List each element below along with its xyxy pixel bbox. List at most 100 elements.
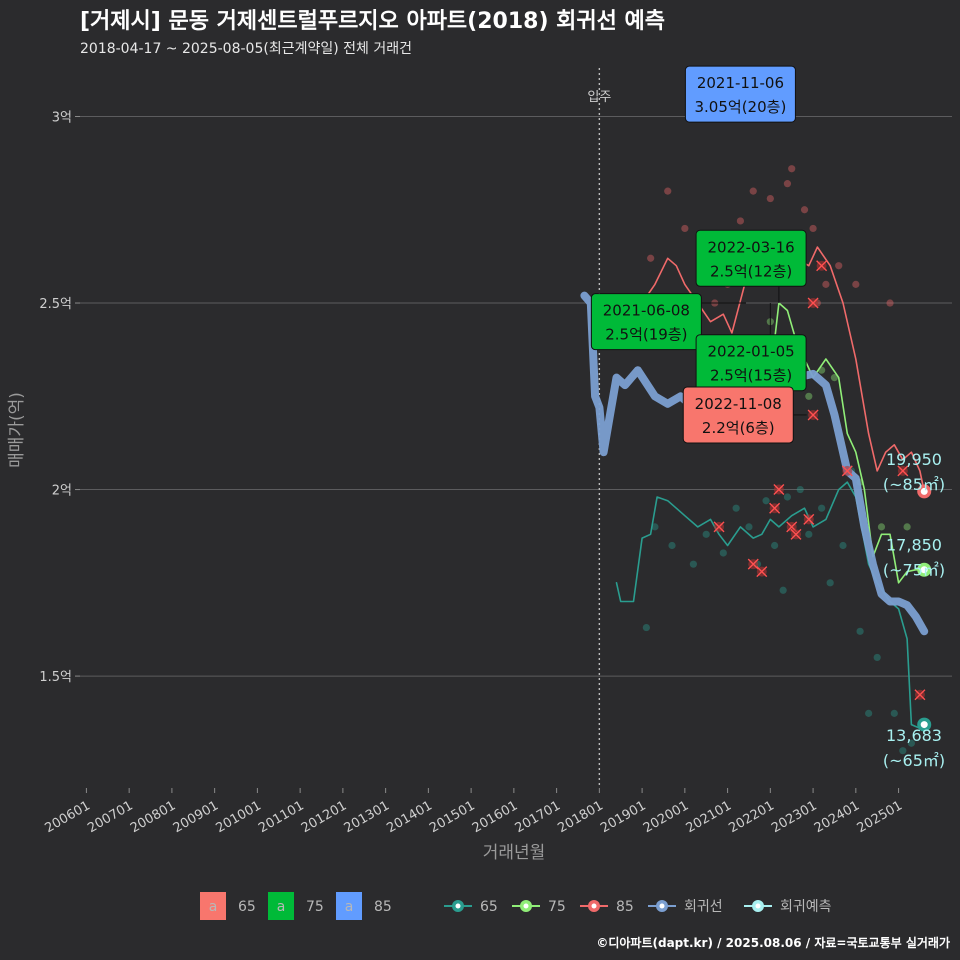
scatter-point xyxy=(877,523,886,531)
chart-subtitle: 2018-04-17 ~ 2025-08-05(최근계약일) 전체 거래건 xyxy=(80,41,412,57)
scatter-point xyxy=(865,709,873,717)
y-tick-label: 2.5억 xyxy=(39,297,72,312)
cancelled-cross xyxy=(807,297,819,309)
scatter-point xyxy=(736,217,745,225)
x-tick-label: 201101 xyxy=(256,798,306,836)
scatter-point xyxy=(702,530,710,538)
x-tick-label: 202301 xyxy=(769,798,819,836)
scatter-point xyxy=(805,530,813,538)
chart-title: [거제시] 문동 거제센트럴푸르지오 아파트(2018) 회귀선 예측 xyxy=(80,9,665,34)
scatter-point xyxy=(826,579,834,587)
scatter-point xyxy=(788,165,796,173)
x-axis: 2006012007012008012009012010012011012012… xyxy=(42,788,905,836)
end-point-dot xyxy=(920,721,928,729)
scatter-point xyxy=(796,485,804,494)
cancelled-cross xyxy=(914,689,926,701)
callout-value: 2.5억(15층) xyxy=(710,367,792,385)
cancelled-cross xyxy=(713,521,725,533)
end-point-value: 13,683 xyxy=(886,726,942,745)
x-tick-label: 200601 xyxy=(42,798,92,836)
scatter-point xyxy=(681,224,689,233)
cancelled-cross xyxy=(773,484,785,496)
cancelled-cross xyxy=(816,260,828,272)
scatter-point xyxy=(642,623,650,632)
callout-box xyxy=(695,229,807,287)
end-point-area: (~85㎡) xyxy=(883,475,945,494)
end-point-area: (~65㎡) xyxy=(883,751,945,770)
scatter-point xyxy=(689,560,697,568)
legend-box-swatch xyxy=(268,892,294,920)
scatter-point xyxy=(783,493,792,501)
cancelled-cross xyxy=(756,566,768,578)
cancelled-cross xyxy=(807,409,819,421)
scatter-point xyxy=(647,254,655,262)
scatter-point xyxy=(873,653,881,662)
scatter-point xyxy=(805,392,813,400)
scatter-point xyxy=(664,187,672,195)
end-point-dot xyxy=(920,487,928,495)
callout-box xyxy=(590,293,702,351)
scatter-point xyxy=(668,541,676,550)
x-tick-label: 202001 xyxy=(641,798,691,836)
scatter-point xyxy=(800,206,809,214)
end-point-dot xyxy=(920,566,928,574)
legend-box-label: 65 xyxy=(238,899,256,915)
legend-line-dot xyxy=(523,903,529,909)
scatter-point xyxy=(719,549,727,557)
cancelled-cross xyxy=(803,513,815,525)
callout-value: 2.5억(12층) xyxy=(710,262,792,280)
scatter-point xyxy=(903,523,911,531)
scatter-point xyxy=(835,262,843,270)
legend-box-swatch xyxy=(336,892,362,920)
scatter-point xyxy=(783,180,792,188)
scatter-point xyxy=(822,280,830,288)
source-caption: ©디아파트(dapt.kr) / 2025.08.06 / 자료=국토교통부 실… xyxy=(596,935,950,950)
cancelled-cross xyxy=(897,465,909,477)
scatter-point xyxy=(762,497,770,505)
x-tick-label: 202501 xyxy=(855,798,905,836)
callout-date: 2022-11-08 xyxy=(695,395,782,413)
x-tick-label: 201601 xyxy=(470,798,520,836)
x-axis-title: 거래년월 xyxy=(483,843,546,863)
legend-line-label: 회귀선 xyxy=(684,899,723,915)
x-tick-label: 201401 xyxy=(384,798,434,836)
end-point-value: 19,950 xyxy=(886,450,942,469)
x-tick-label: 200901 xyxy=(171,798,221,836)
x-tick-label: 200801 xyxy=(128,798,178,836)
cancelled-cross xyxy=(841,465,853,477)
cancelled-cross xyxy=(747,558,759,570)
end-point-area: (~75㎡) xyxy=(883,561,945,580)
series-line-65 xyxy=(615,481,926,730)
callouts: 2021-11-06 3.05억(20층) 2022-03-16 2.5억(12층) 2… xyxy=(590,65,807,444)
legend: a 65 a 75 a 85 65 75 85 회귀선 회귀예측 xyxy=(200,892,832,920)
scatter-point xyxy=(749,187,757,195)
callout-date: 2022-03-16 xyxy=(708,238,795,256)
legend-box-label: 85 xyxy=(374,899,392,915)
scatter-point xyxy=(886,299,894,307)
x-tick-label: 202201 xyxy=(726,798,776,836)
scatter-point xyxy=(907,739,915,747)
scatter-point xyxy=(839,541,847,550)
x-tick-label: 202101 xyxy=(684,798,734,836)
legend-line-dot xyxy=(659,903,665,909)
callout-date: 2021-06-08 xyxy=(603,302,690,320)
x-tick-label: 201501 xyxy=(427,798,477,836)
callout-value: 2.2억(6층) xyxy=(702,419,775,437)
x-tick-label: 201201 xyxy=(299,798,349,836)
x-tick-label: 201901 xyxy=(598,798,648,836)
grid xyxy=(80,115,952,677)
legend-box-glyph: a xyxy=(209,899,218,915)
scatter-point xyxy=(651,523,659,531)
legend-box-glyph: a xyxy=(277,899,286,915)
legend-line-dot xyxy=(591,903,597,909)
x-tick-label: 201701 xyxy=(513,798,563,836)
callout-box xyxy=(682,386,794,444)
move-in-label: 입주 xyxy=(587,90,611,105)
series-line-75 xyxy=(760,302,926,584)
legend-line-dot xyxy=(455,903,461,909)
x-tick-label: 201001 xyxy=(213,798,263,836)
scatter-point xyxy=(899,747,907,755)
legend-box-glyph: a xyxy=(345,899,354,915)
x-tick-label: 202401 xyxy=(812,798,862,836)
